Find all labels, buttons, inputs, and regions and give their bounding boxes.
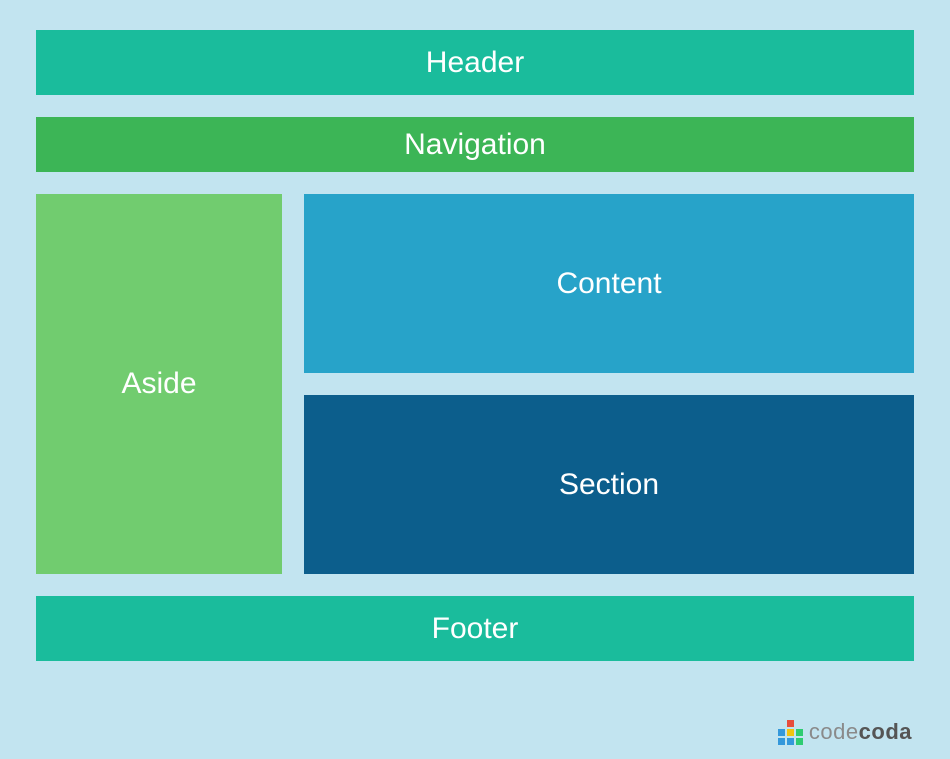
aside-block: Aside	[36, 194, 282, 574]
brand-badge: codecoda	[778, 719, 912, 745]
middle-row: Aside Content Section	[36, 194, 914, 574]
footer-block: Footer	[36, 596, 914, 661]
navigation-block: Navigation	[36, 117, 914, 172]
right-column: Content Section	[304, 194, 914, 574]
header-block: Header	[36, 30, 914, 95]
layout-diagram: Header Navigation Aside Content Section …	[0, 0, 950, 759]
brand-text-left: code	[809, 719, 859, 744]
section-block: Section	[304, 395, 914, 574]
brand-icon	[778, 720, 803, 745]
content-block: Content	[304, 194, 914, 373]
brand-text-right: coda	[859, 719, 912, 744]
brand-text: codecoda	[809, 719, 912, 745]
